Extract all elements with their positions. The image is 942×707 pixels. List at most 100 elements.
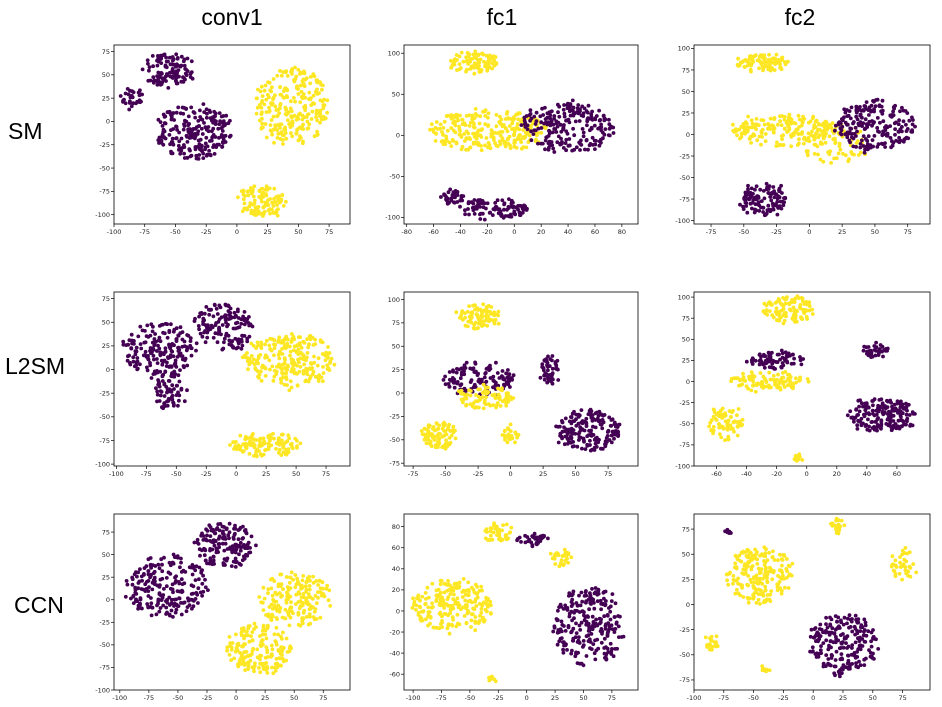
data-point-purple <box>574 145 579 150</box>
data-point-yellow <box>287 122 292 126</box>
data-point-purple <box>554 119 559 124</box>
data-point-purple <box>891 425 896 430</box>
data-point-yellow <box>784 297 789 302</box>
data-point-purple <box>548 113 553 118</box>
data-point-purple <box>500 369 505 373</box>
data-point-purple <box>904 122 908 127</box>
data-point-yellow <box>479 313 484 318</box>
data-point-purple <box>155 63 160 68</box>
data-point-yellow <box>783 62 788 67</box>
data-point-yellow <box>755 58 760 63</box>
data-point-purple <box>178 111 183 116</box>
data-point-purple <box>833 128 837 133</box>
data-point-yellow <box>775 140 779 145</box>
data-point-yellow <box>293 99 297 104</box>
x-tick-label: 0 <box>805 470 809 478</box>
data-point-yellow <box>298 100 303 104</box>
data-point-yellow <box>427 423 432 428</box>
data-point-purple <box>756 200 761 205</box>
data-point-purple <box>194 145 198 149</box>
data-point-yellow <box>479 68 484 72</box>
data-point-purple <box>775 212 780 217</box>
data-point-yellow <box>302 608 307 613</box>
data-point-yellow <box>775 122 780 127</box>
data-point-purple <box>608 423 613 428</box>
data-point-purple <box>169 349 174 353</box>
data-point-purple <box>888 136 893 140</box>
data-point-purple <box>754 184 759 189</box>
data-point-purple <box>591 416 595 421</box>
data-point-purple <box>497 376 502 380</box>
data-point-purple <box>910 122 915 127</box>
data-point-purple <box>211 555 216 559</box>
data-point-purple <box>140 67 145 72</box>
data-point-purple <box>859 401 864 406</box>
data-point-yellow <box>270 102 274 107</box>
data-point-purple <box>203 340 208 345</box>
data-point-yellow <box>497 120 502 124</box>
data-point-purple <box>873 104 878 108</box>
data-point-purple <box>140 606 144 611</box>
data-point-yellow <box>793 130 797 134</box>
data-point-purple <box>217 122 222 127</box>
data-point-yellow <box>287 388 292 393</box>
data-point-purple <box>476 202 481 207</box>
data-point-yellow <box>766 67 771 72</box>
data-point-yellow <box>288 575 293 580</box>
data-point-purple <box>182 151 186 156</box>
data-point-yellow <box>267 105 271 110</box>
data-point-yellow <box>735 133 739 138</box>
data-point-purple <box>584 138 589 142</box>
data-point-yellow <box>276 107 281 112</box>
data-point-yellow <box>424 441 429 446</box>
data-point-purple <box>500 198 505 203</box>
data-point-purple <box>131 355 136 360</box>
y-tick-label: -100 <box>675 462 690 470</box>
data-point-yellow <box>751 383 756 388</box>
data-point-yellow <box>249 189 254 194</box>
data-point-purple <box>223 541 228 546</box>
data-point-yellow <box>308 595 313 600</box>
data-point-purple <box>577 435 582 439</box>
data-point-purple <box>139 99 143 104</box>
data-point-purple <box>502 202 506 207</box>
data-point-yellow <box>259 443 263 448</box>
data-point-yellow <box>471 140 476 145</box>
data-point-purple <box>466 200 471 204</box>
data-point-yellow <box>712 408 716 412</box>
y-tick-label: 50 <box>102 319 110 327</box>
data-point-yellow <box>772 68 777 72</box>
data-point-yellow <box>496 321 501 326</box>
data-point-yellow <box>481 406 486 411</box>
data-point-purple <box>174 326 179 331</box>
data-point-yellow <box>428 441 432 446</box>
data-point-yellow <box>770 127 775 131</box>
data-point-purple <box>562 103 566 107</box>
data-point-purple <box>453 380 457 385</box>
data-point-purple <box>166 59 170 64</box>
data-point-purple <box>763 212 768 217</box>
data-point-purple <box>189 70 194 74</box>
y-tick-label: -75 <box>679 195 690 203</box>
data-point-yellow <box>462 396 467 401</box>
data-point-purple <box>206 328 211 332</box>
data-point-yellow <box>797 125 801 129</box>
data-point-purple <box>741 204 745 209</box>
data-point-yellow <box>280 615 285 620</box>
data-point-purple <box>749 186 754 191</box>
data-point-purple <box>193 115 198 120</box>
data-point-purple <box>524 208 529 212</box>
x-tick-label: -25 <box>201 228 212 236</box>
data-point-purple <box>742 196 746 201</box>
data-point-yellow <box>285 95 290 100</box>
data-point-purple <box>193 136 197 141</box>
data-point-purple <box>203 548 208 553</box>
data-point-purple <box>176 349 181 353</box>
data-point-yellow <box>508 422 513 427</box>
data-point-yellow <box>770 123 774 128</box>
data-point-purple <box>151 353 156 358</box>
data-point-purple <box>523 122 527 126</box>
data-point-yellow <box>257 189 262 194</box>
data-point-yellow <box>454 310 459 315</box>
data-point-purple <box>463 208 467 213</box>
